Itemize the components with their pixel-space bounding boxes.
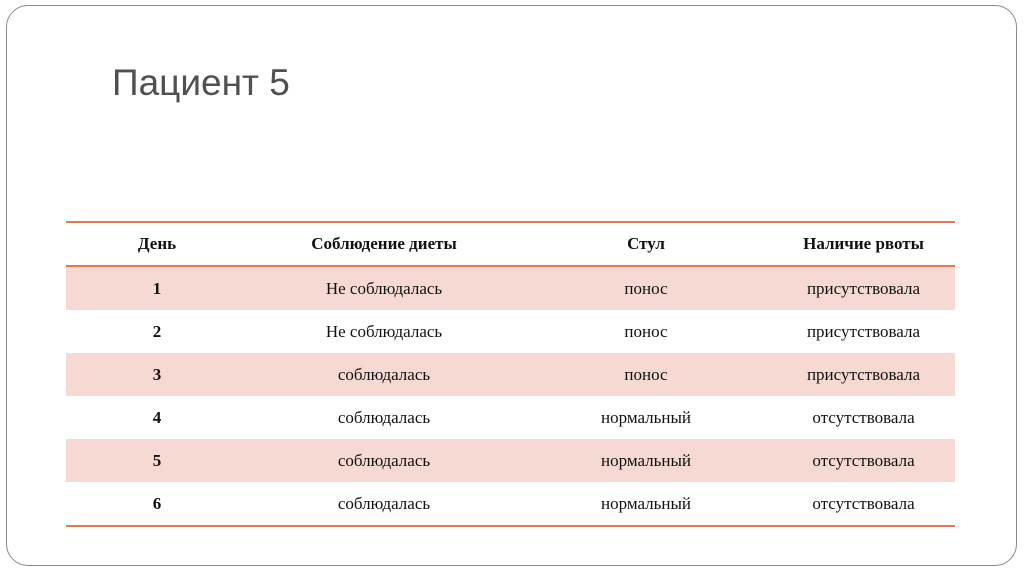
cell-day: 3	[66, 353, 248, 396]
cell-stool: понос	[520, 266, 772, 310]
patient-table: День Соблюдение диеты Стул Наличие рвоты…	[66, 221, 955, 527]
table-header-row: День Соблюдение диеты Стул Наличие рвоты	[66, 222, 955, 267]
cell-stool: нормальный	[600, 493, 692, 513]
cell-diet: соблюдалась	[248, 353, 520, 396]
cell-vomiting: присутствовала	[772, 353, 955, 396]
cell-diet: соблюдалась	[337, 407, 431, 427]
cell-stool: нормальный	[520, 439, 772, 482]
header-diet: Соблюдение диеты	[248, 222, 520, 267]
cell-vomiting: отсутствовала	[772, 439, 955, 482]
table-row: 3 соблюдалась понос присутствовала	[66, 353, 955, 396]
cell-diet: Не соблюдалась	[248, 266, 520, 310]
cell-stool: понос	[624, 321, 668, 341]
header-vomiting: Наличие рвоты	[772, 222, 955, 267]
table-row: 5 соблюдалась нормальный отсутствовала	[66, 439, 955, 482]
table-row: 4 соблюдалась нормальный отсутствовала	[66, 396, 955, 439]
cell-vomiting: отсутствовала	[812, 407, 915, 427]
cell-day: 5	[66, 439, 248, 482]
cell-day: 2	[152, 321, 162, 341]
table-row: 1 Не соблюдалась понос присутствовала	[66, 266, 955, 310]
cell-diet: соблюдалась	[248, 439, 520, 482]
cell-stool: нормальный	[600, 407, 692, 427]
cell-day: 6	[152, 493, 162, 513]
cell-diet: соблюдалась	[337, 493, 431, 513]
cell-stool: понос	[520, 353, 772, 396]
header-stool: Стул	[520, 222, 772, 267]
cell-diet: Не соблюдалась	[325, 321, 443, 341]
cell-day: 1	[66, 266, 248, 310]
cell-vomiting: отсутствовала	[812, 493, 915, 513]
cell-vomiting: присутствовала	[806, 321, 921, 341]
header-day: День	[66, 222, 248, 267]
table-row: 2 Не соблюдалась понос присутствовала	[66, 310, 955, 353]
slide-frame	[6, 5, 1017, 566]
table-row: 6 соблюдалась нормальный отсутствовала	[66, 482, 955, 526]
cell-vomiting: присутствовала	[772, 266, 955, 310]
cell-day: 4	[152, 407, 162, 427]
slide-title: Пациент 5	[112, 62, 290, 103]
